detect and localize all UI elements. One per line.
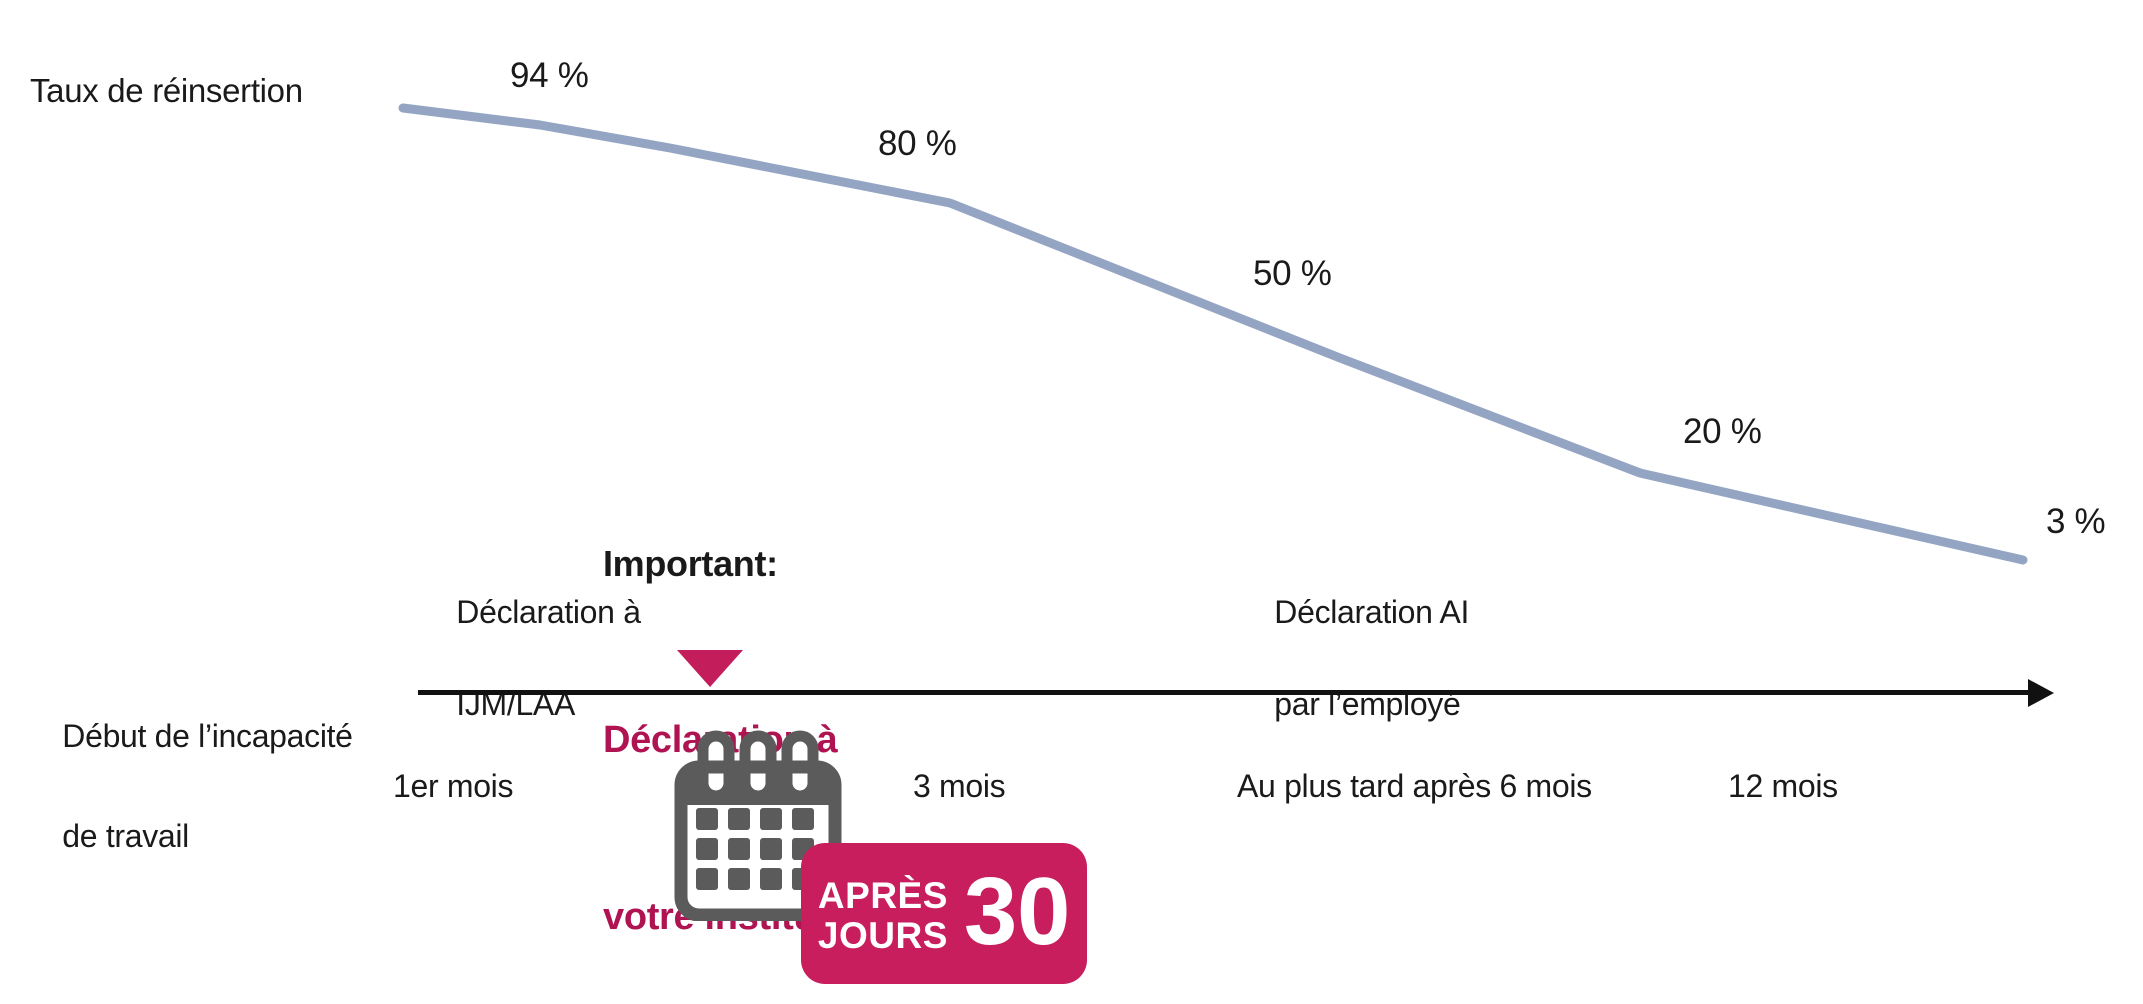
declaration-ai-line-1: Déclaration AI xyxy=(1274,594,1470,630)
timeline-axis-label-line-2: de travail xyxy=(62,818,189,854)
point-label-50-percent: 50 % xyxy=(1253,254,1332,293)
point-label-3-percent: 3 % xyxy=(2046,502,2106,541)
badge-30-number: 30 xyxy=(963,857,1071,965)
badge-jours-label: JOURS xyxy=(817,914,948,956)
deadline-badge-words: APRÈS JOURS xyxy=(817,874,948,956)
y-axis-label: Taux de réinsertion xyxy=(30,72,303,109)
milestone-1er-mois: 1er mois xyxy=(393,768,514,804)
point-label-20-percent: 20 % xyxy=(1683,412,1762,451)
calendar-icon xyxy=(674,730,842,921)
declaration-ijm-line-1: Déclaration à xyxy=(456,594,641,630)
reinsertion-line xyxy=(398,103,2028,565)
triangle-down-icon xyxy=(677,650,743,687)
timeline-axis-label-line-1: Début de l’incapacité xyxy=(62,718,353,754)
deadline-badge: APRÈS JOURS 30 xyxy=(801,843,1087,984)
important-heading: Important: xyxy=(603,543,778,584)
milestone-12-mois: 12 mois xyxy=(1728,768,1838,804)
point-label-94-percent: 94 % xyxy=(510,56,589,95)
declaration-ijm-laa-label: Déclaration à IJM/LAA xyxy=(422,543,641,773)
point-label-80-percent: 80 % xyxy=(878,124,957,163)
milestone-3-mois: 3 mois xyxy=(913,768,1006,804)
declaration-ai-label: Déclaration AI par l’employé xyxy=(1240,543,1469,773)
arrow-right-icon xyxy=(2028,679,2054,707)
timeline-axis xyxy=(418,690,2030,695)
badge-apres-label: APRÈS xyxy=(817,874,948,916)
timeline-axis-label: Début de l’incapacité de travail xyxy=(28,661,353,911)
milestone-6-mois: Au plus tard après 6 mois xyxy=(1237,768,1592,804)
